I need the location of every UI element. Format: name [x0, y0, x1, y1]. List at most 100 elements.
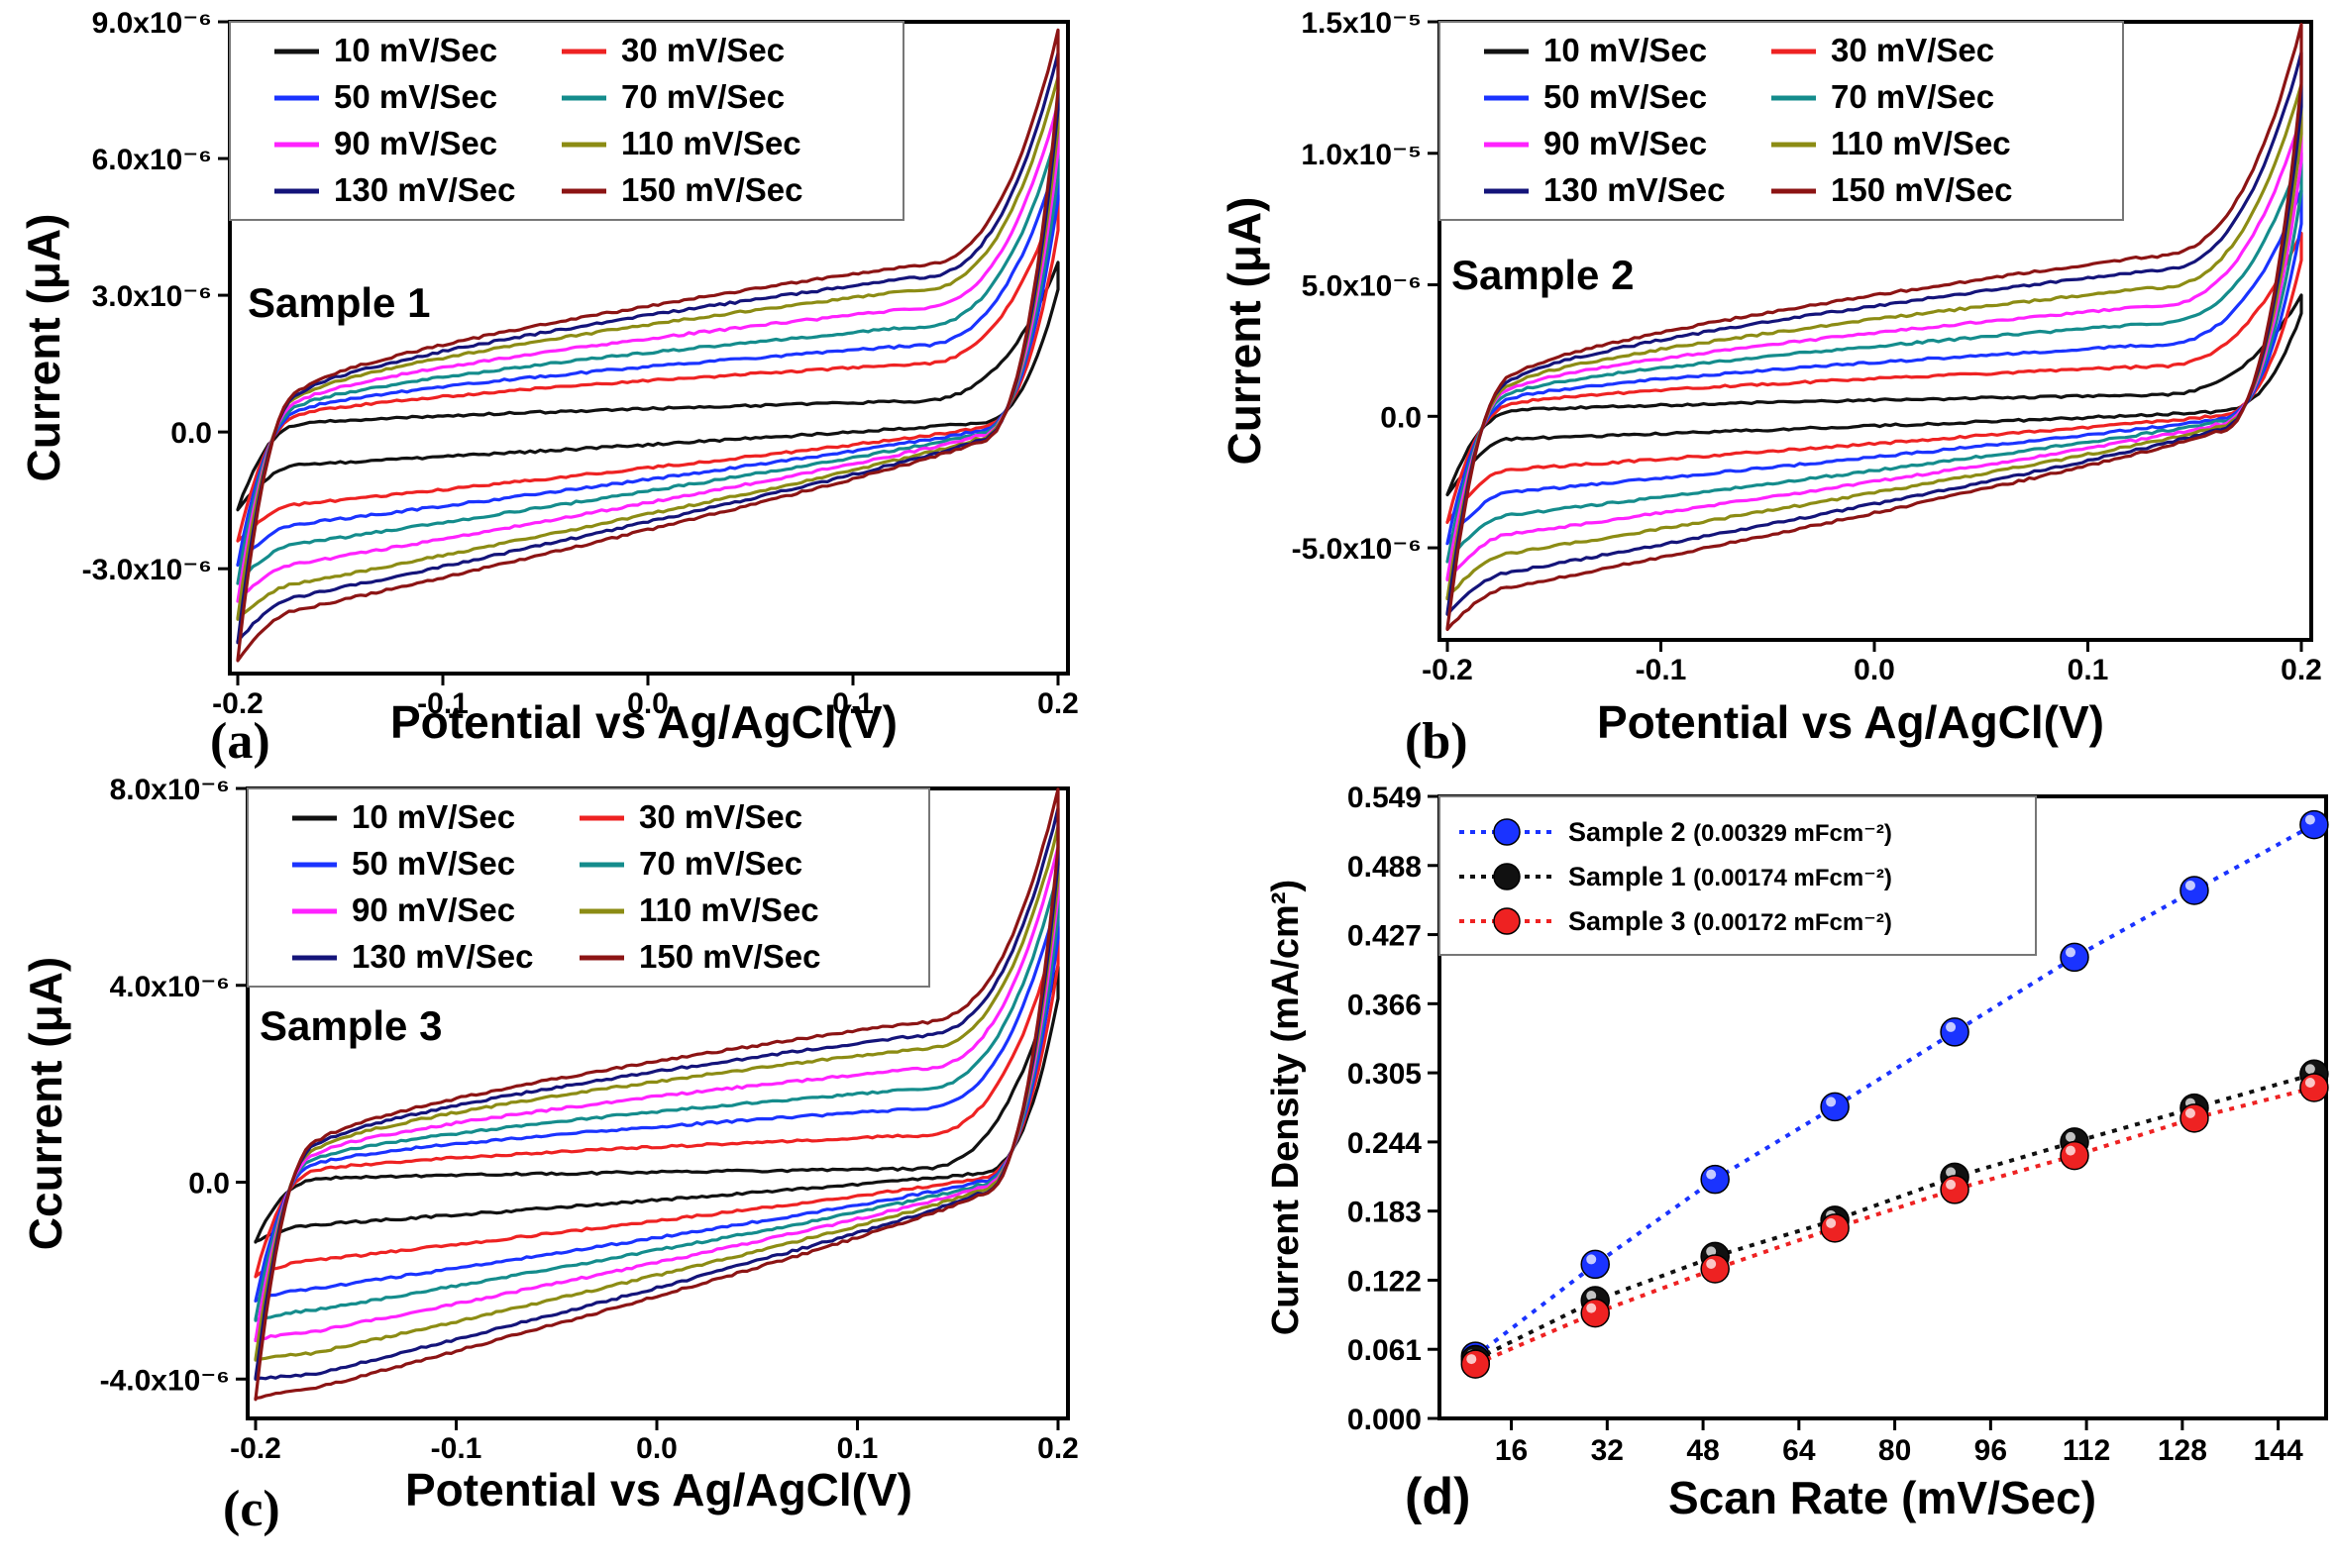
series-line-70-mv-sec	[236, 130, 1060, 585]
sample-annotation: Sample 2	[1451, 252, 1634, 298]
series-line-90-mv-sec	[1445, 115, 2303, 581]
legend-label: 10 mV/Sec	[334, 32, 497, 68]
data-point-highlight	[2304, 814, 2315, 825]
data-point-highlight	[2184, 1107, 2195, 1118]
x-tick-label: 0.0	[1854, 654, 1895, 686]
legend-note: (0.00329 mFcm⁻²)	[1693, 820, 1892, 847]
series-line-50-mv-sec	[254, 893, 1060, 1303]
legend-label: 130 mV/Sec	[1543, 171, 1725, 208]
legend-label: 10 mV/Sec	[352, 798, 515, 835]
y-tick-label: 0.366	[1347, 989, 1422, 1021]
x-tick-label: 0.2	[2281, 654, 2322, 686]
data-point-highlight	[2304, 1064, 2315, 1075]
y-tick-label: 0.0	[1380, 401, 1422, 434]
legend-label: 150 mV/Sec	[621, 171, 802, 208]
series-line-10-mv-sec	[1445, 293, 2303, 497]
y-tick-label: 0.244	[1347, 1127, 1422, 1160]
y-tick-label: 0.183	[1347, 1197, 1422, 1229]
series-line-10-mv-sec	[236, 261, 1060, 512]
legend-label: 30 mV/Sec	[639, 798, 802, 835]
data-point	[2299, 809, 2329, 840]
legend-label: 70 mV/Sec	[621, 78, 785, 115]
data-point-highlight	[1586, 1303, 1597, 1313]
data-point	[2060, 1140, 2089, 1171]
y-axis-label: Current (μA)	[18, 214, 69, 482]
y-tick-label: 5.0x10⁻⁶	[1302, 270, 1422, 303]
y-tick-label: 9.0x10⁻⁶	[92, 7, 212, 40]
x-tick-label: 128	[2158, 1434, 2207, 1467]
data-point-highlight	[1706, 1259, 1717, 1270]
y-tick-label: 1.0x10⁻⁵	[1301, 139, 1422, 171]
x-tick-label: -0.2	[1422, 654, 1473, 686]
y-tick-label: -3.0x10⁻⁶	[82, 554, 212, 586]
data-point	[1700, 1164, 1730, 1195]
panel-label: (a)	[210, 713, 270, 770]
x-axis-label: Scan Rate (mV/Sec)	[1668, 1472, 2096, 1523]
sample-annotation: Sample 3	[260, 1002, 442, 1049]
series-line-150-mv-sec	[1445, 23, 2303, 631]
data-point-highlight	[2304, 1077, 2315, 1088]
y-tick-label: 0.488	[1347, 851, 1422, 884]
x-tick-label: 112	[2063, 1434, 2110, 1467]
y-tick-label: 0.061	[1347, 1334, 1422, 1367]
x-axis-label: Potential vs Ag/AgCl(V)	[405, 1464, 912, 1516]
legend-box	[247, 787, 930, 988]
x-tick-label: 32	[1591, 1434, 1624, 1467]
legend-label: 50 mV/Sec	[352, 845, 515, 882]
series-line-30-mv-sec	[236, 193, 1060, 543]
legend-label: 10 mV/Sec	[1543, 32, 1707, 68]
x-axis-label: Potential vs Ag/AgCl(V)	[390, 696, 898, 748]
legend-label: Sample 3 (0.00172 mFcm⁻²)	[1568, 906, 1892, 936]
y-tick-label: 3.0x10⁻⁶	[92, 280, 212, 313]
x-tick-label: 48	[1686, 1434, 1719, 1467]
panel-label: (c)	[223, 1481, 280, 1537]
y-axis-label: Current (μA)	[1219, 197, 1270, 466]
series-line-sample-1	[1474, 1072, 2315, 1362]
series-line-50-mv-sec	[236, 157, 1060, 568]
data-point-highlight	[1826, 1097, 1837, 1107]
series-line-50-mv-sec	[1445, 188, 2303, 546]
y-tick-label: 6.0x10⁻⁶	[92, 144, 212, 176]
series-line-70-mv-sec	[254, 871, 1060, 1322]
series-line-150-mv-sec	[254, 787, 1060, 1402]
legend-name: Sample 2	[1568, 817, 1693, 847]
panel-d: 16 32 48 64 80 96 112 128 144 0.000 0.061 0.122 0.18…	[1265, 782, 2329, 1525]
x-tick-label: 0.0	[627, 687, 669, 720]
data-point-highlight	[1706, 1246, 1717, 1257]
data-point	[1580, 1249, 1610, 1280]
y-tick-label: 0.427	[1347, 920, 1422, 953]
y-tick-label: 0.122	[1347, 1265, 1422, 1298]
y-tick-label: 0.0	[170, 417, 212, 450]
data-point-highlight	[2066, 947, 2076, 958]
panel-c: -0.2 -0.1 0.0 0.1 0.2 -4.0x10⁻⁶ 0.0 4.0x10⁻⁶ 8.0…	[20, 774, 1079, 1537]
x-tick-label: 0.1	[832, 687, 874, 720]
data-point	[2179, 1103, 2209, 1133]
legend-label: 70 mV/Sec	[639, 845, 802, 882]
data-point-highlight	[1946, 1021, 1957, 1032]
y-tick-label: 4.0x10⁻⁶	[110, 971, 230, 1003]
legend-label: Sample 1 (0.00174 mFcm⁻²)	[1568, 862, 1892, 891]
legend-name: Sample 1	[1568, 862, 1693, 891]
x-axis-label: Potential vs Ag/AgCl(V)	[1597, 696, 2104, 748]
data-point-highlight	[2066, 1145, 2076, 1156]
data-point-highlight	[2066, 1131, 2076, 1142]
legend-label: 110 mV/Sec	[639, 891, 819, 928]
panel-b: -0.2 -0.1 0.0 0.1 0.2 -5.0x10⁻⁶ 0.0 5.0x10⁻⁶ 1.0…	[1219, 7, 2322, 770]
legend-label: 110 mV/Sec	[1831, 125, 2011, 161]
y-tick-label: -4.0x10⁻⁶	[100, 1364, 230, 1397]
legend-note: (0.00174 mFcm⁻²)	[1693, 865, 1892, 891]
legend-name: Sample 3	[1568, 906, 1693, 936]
legend-box	[229, 21, 904, 221]
legend-label: 110 mV/Sec	[621, 125, 801, 161]
x-tick-label: 0.1	[837, 1432, 879, 1465]
data-point-highlight	[1586, 1254, 1597, 1265]
x-tick-label: 96	[1974, 1434, 2007, 1467]
legend-label: Sample 2 (0.00329 mFcm⁻²)	[1568, 817, 1892, 847]
legend-label: 130 mV/Sec	[352, 938, 533, 975]
x-tick-label: -0.2	[212, 687, 264, 720]
data-point-highlight	[1946, 1179, 1957, 1190]
panel-label: (b)	[1405, 713, 1468, 770]
data-point	[2060, 942, 2089, 973]
series-line-sample-3	[1474, 1086, 2315, 1366]
y-tick-label: 0.000	[1347, 1404, 1422, 1436]
